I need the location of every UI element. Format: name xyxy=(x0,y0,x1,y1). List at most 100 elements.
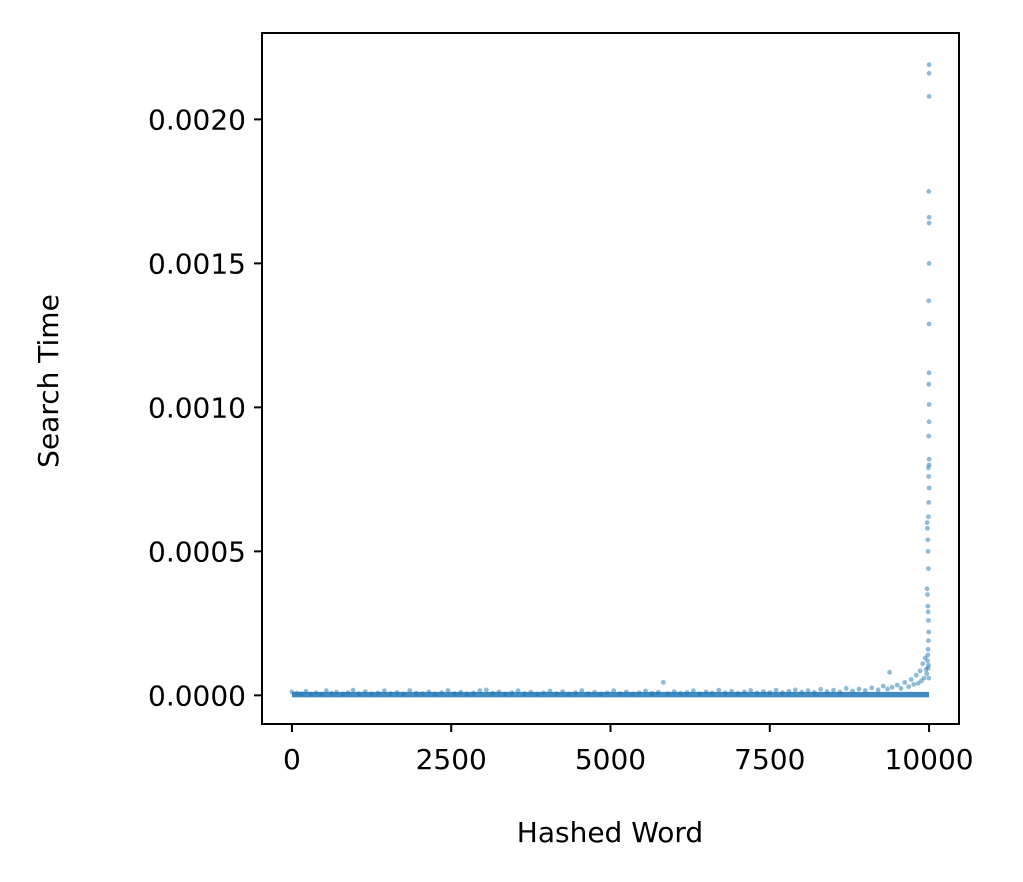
data-point xyxy=(323,688,329,694)
x-tick-label: 5000 xyxy=(575,743,646,776)
data-point xyxy=(303,688,309,694)
data-point xyxy=(471,690,476,696)
data-point xyxy=(671,689,677,694)
y-tick-label: 0.0015 xyxy=(148,247,246,280)
data-point xyxy=(636,690,642,696)
data-point xyxy=(773,687,779,693)
data-point xyxy=(678,690,683,696)
data-point xyxy=(401,691,406,697)
data-point xyxy=(831,687,836,693)
data-point xyxy=(887,669,892,675)
data-point xyxy=(661,680,666,685)
data-point xyxy=(573,690,578,696)
data-point xyxy=(483,687,489,693)
y-tick-label: 0.0000 xyxy=(148,679,246,712)
data-point xyxy=(496,689,502,695)
data-point xyxy=(547,688,553,694)
data-point xyxy=(926,514,931,520)
data-point xyxy=(624,689,629,695)
data-point xyxy=(394,690,400,695)
data-point xyxy=(926,402,932,407)
data-point xyxy=(426,689,432,695)
data-point xyxy=(926,70,932,76)
y-axis-ticks: 0.0000 0.0005 0.0010 0.0015 0.0020 xyxy=(148,103,262,712)
data-point xyxy=(767,690,773,695)
data-point xyxy=(926,321,932,327)
data-point xyxy=(926,433,932,439)
data-point xyxy=(407,688,413,693)
data-point xyxy=(630,691,636,697)
data-point xyxy=(908,677,914,682)
data-point xyxy=(464,691,470,697)
data-point xyxy=(735,690,741,696)
data-point xyxy=(420,691,425,696)
data-point xyxy=(356,691,362,696)
plot-frame xyxy=(261,32,960,725)
data-point xyxy=(375,690,381,696)
data-point xyxy=(710,690,715,696)
data-point xyxy=(925,603,931,609)
data-point xyxy=(880,683,886,689)
data-points xyxy=(289,62,932,698)
data-point xyxy=(889,684,895,690)
data-point xyxy=(894,682,900,688)
data-point xyxy=(850,688,855,694)
y-tick-label: 0.0010 xyxy=(148,391,246,424)
data-point xyxy=(926,298,932,304)
data-point xyxy=(902,680,908,685)
data-point xyxy=(703,689,709,695)
dense-point-band xyxy=(291,691,930,698)
data-point xyxy=(299,691,304,696)
data-point xyxy=(926,474,932,479)
data-point xyxy=(925,658,930,664)
data-point xyxy=(925,646,931,652)
data-point xyxy=(643,688,648,694)
data-point xyxy=(522,691,527,696)
data-point xyxy=(898,686,904,691)
data-point xyxy=(729,688,734,694)
data-point xyxy=(381,688,387,694)
data-point xyxy=(869,685,875,691)
x-tick-label: 2500 xyxy=(416,743,487,776)
data-point xyxy=(528,689,534,695)
data-point xyxy=(799,689,804,695)
data-point xyxy=(490,690,495,696)
data-point xyxy=(741,689,747,695)
data-point xyxy=(911,682,917,687)
x-tick-label: 7500 xyxy=(734,743,805,776)
data-point xyxy=(617,691,623,696)
data-point xyxy=(452,691,457,696)
data-point xyxy=(509,690,515,696)
data-point xyxy=(926,62,932,68)
data-point xyxy=(926,220,932,226)
data-point xyxy=(926,381,932,387)
data-point xyxy=(413,690,419,696)
data-point xyxy=(553,691,559,696)
data-point xyxy=(924,586,930,592)
data-point xyxy=(592,689,597,695)
data-point xyxy=(875,687,881,693)
data-point xyxy=(926,370,932,376)
data-point xyxy=(503,691,508,697)
y-tick-label: 0.0005 xyxy=(148,535,246,568)
data-point xyxy=(439,690,445,696)
data-point xyxy=(786,688,792,694)
data-point xyxy=(925,592,930,597)
y-axis-label: Search Time xyxy=(32,294,65,468)
data-point xyxy=(926,456,932,462)
data-point xyxy=(780,690,785,696)
data-point xyxy=(926,662,931,668)
data-point xyxy=(913,672,919,678)
data-point xyxy=(604,690,610,696)
x-axis-ticks: 0 2500 5000 7500 10000 xyxy=(283,724,974,776)
data-point xyxy=(761,689,766,694)
data-point xyxy=(560,689,566,694)
data-point xyxy=(313,690,319,696)
data-point xyxy=(812,690,817,695)
data-point xyxy=(926,189,932,194)
data-point xyxy=(665,691,671,696)
x-tick-label: 0 xyxy=(283,743,301,776)
data-point xyxy=(924,520,930,525)
data-point xyxy=(388,691,394,696)
data-point xyxy=(926,500,932,505)
